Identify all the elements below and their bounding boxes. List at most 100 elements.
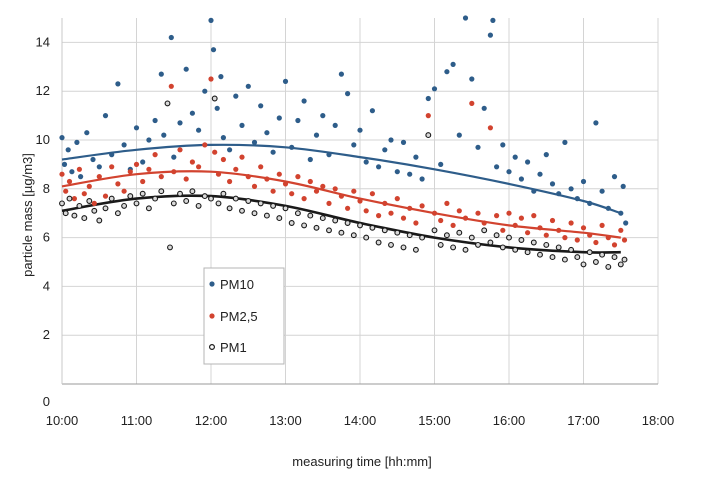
point-s1-85 <box>562 235 568 241</box>
point-s2-43 <box>301 222 308 229</box>
point-s1-11 <box>115 181 121 187</box>
point-s0-94 <box>599 188 605 194</box>
point-s0-51 <box>338 71 344 77</box>
point-s0-60 <box>394 169 400 175</box>
y-tick-label-4: 8 <box>43 181 50 196</box>
point-s1-8 <box>96 174 102 180</box>
point-s1-92 <box>605 235 611 241</box>
point-s2-42 <box>294 210 301 217</box>
point-s2-86 <box>568 246 575 253</box>
point-s0-29 <box>210 47 217 53</box>
point-s2-30 <box>220 190 227 197</box>
point-s2-8 <box>96 217 103 224</box>
point-s2-57 <box>388 241 394 248</box>
point-s0-81 <box>518 176 525 182</box>
point-s0-99 <box>623 220 629 226</box>
point-s1-31 <box>227 178 233 185</box>
point-s2-18 <box>158 188 165 195</box>
point-s0-43 <box>289 144 295 150</box>
point-s0-73 <box>475 144 481 150</box>
point-s1-49 <box>338 193 344 199</box>
point-s0-95 <box>605 205 611 211</box>
point-s0-77 <box>494 164 500 170</box>
point-s0-61 <box>400 139 407 145</box>
point-s0-80 <box>512 154 518 160</box>
point-s0-35 <box>239 122 245 128</box>
series-0-points <box>59 15 629 226</box>
point-s1-14 <box>133 161 140 167</box>
point-s1-52 <box>357 198 363 204</box>
point-s1-61 <box>413 220 419 226</box>
point-s2-65 <box>437 241 444 248</box>
point-s1-93 <box>611 242 618 248</box>
point-s0-57 <box>376 164 382 170</box>
point-s1-89 <box>587 232 593 238</box>
point-s0-22 <box>171 154 177 160</box>
point-s2-73 <box>487 239 494 246</box>
point-s0-15 <box>140 159 146 165</box>
point-s1-54 <box>369 191 375 197</box>
point-s2-28 <box>211 95 218 102</box>
point-s2-77 <box>512 246 519 253</box>
point-s2-95 <box>621 256 628 263</box>
point-s2-17 <box>152 195 159 202</box>
point-s2-25 <box>195 202 202 209</box>
y-axis-title: particle mass [µg/m3] <box>20 153 35 277</box>
x-tick-label-1: 11:00 <box>121 413 153 428</box>
point-s1-42 <box>295 174 301 180</box>
point-s1-39 <box>276 171 282 177</box>
point-s0-98 <box>620 183 626 189</box>
point-s2-6 <box>86 198 93 204</box>
point-s0-96 <box>611 174 618 180</box>
point-s1-29 <box>215 171 222 177</box>
point-s1-45 <box>313 188 320 194</box>
point-s1-87 <box>574 237 580 243</box>
x-tick-label-0: 10:00 <box>46 413 79 428</box>
point-s0-71 <box>462 15 469 21</box>
point-s2-2 <box>66 195 73 202</box>
point-s2-91 <box>599 251 606 258</box>
point-s0-33 <box>227 147 233 153</box>
point-s0-47 <box>313 132 320 138</box>
point-s2-59 <box>400 244 407 251</box>
point-s2-49 <box>338 229 345 236</box>
point-s0-53 <box>351 142 357 148</box>
point-s0-72 <box>469 76 475 82</box>
point-s0-4 <box>74 139 80 145</box>
point-s0-82 <box>525 159 531 165</box>
point-s2-3 <box>71 212 78 219</box>
point-s0-6 <box>84 130 90 136</box>
point-s2-34 <box>245 198 252 204</box>
point-s2-78 <box>518 237 525 243</box>
point-s0-10 <box>109 152 115 158</box>
point-s0-55 <box>363 159 369 165</box>
point-s2-76 <box>506 234 512 241</box>
point-s0-18 <box>158 71 164 77</box>
point-s2-20 <box>167 244 173 251</box>
point-s1-76 <box>506 210 512 216</box>
point-s1-53 <box>363 208 369 214</box>
point-s0-2 <box>65 147 71 153</box>
point-s2-45 <box>313 224 320 231</box>
point-s1-69 <box>462 215 469 221</box>
point-s1-94 <box>618 227 624 233</box>
point-s0-3 <box>69 169 75 175</box>
point-s2-68 <box>456 229 463 236</box>
point-s2-41 <box>288 220 295 226</box>
point-s0-89 <box>568 186 574 192</box>
point-s2-85 <box>561 256 568 263</box>
point-s1-23 <box>183 176 189 182</box>
point-s2-12 <box>121 202 128 209</box>
point-s1-59 <box>400 215 407 221</box>
x-tick-label-3: 13:00 <box>269 413 302 428</box>
point-s2-69 <box>462 246 469 253</box>
point-s2-53 <box>363 234 370 241</box>
legend-marker-pm10 <box>209 281 215 287</box>
trend-line-s0 <box>61 143 622 215</box>
y-tick-label-3: 6 <box>43 230 50 245</box>
point-s0-63 <box>413 154 419 160</box>
point-s1-75 <box>500 227 506 233</box>
point-s0-76 <box>490 17 496 23</box>
point-s1-26 <box>202 142 208 148</box>
point-s1-47 <box>326 200 332 206</box>
